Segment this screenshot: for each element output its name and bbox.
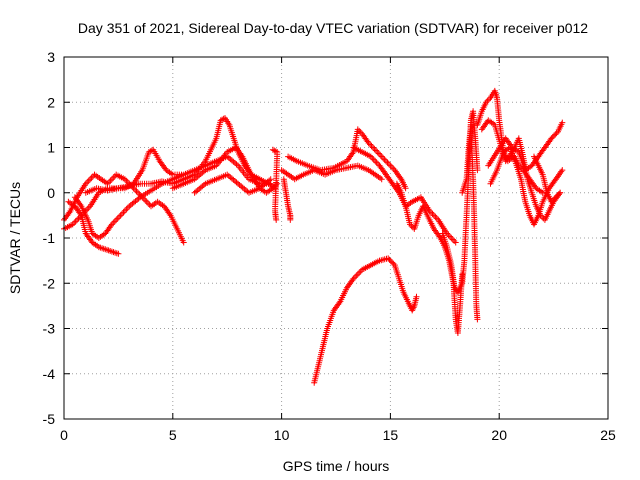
x-tick-label: 20 <box>491 427 507 443</box>
series-track-21 <box>531 153 564 205</box>
x-tick-label: 10 <box>274 427 290 443</box>
point-markers <box>459 121 481 323</box>
series-track-6 <box>169 144 281 196</box>
y-axis-label: SDTVAR / TECUs <box>7 182 23 294</box>
x-tick-label: 0 <box>60 427 68 443</box>
series-track-20 <box>487 144 566 228</box>
y-tick-label: 0 <box>47 185 55 201</box>
y-tick-label: -1 <box>43 230 56 246</box>
y-tick-label: 3 <box>47 49 55 65</box>
point-markers <box>269 146 281 223</box>
y-tick-label: -5 <box>43 411 56 427</box>
point-markers <box>169 144 281 196</box>
point-markers <box>311 255 420 386</box>
tick-labels: 0 5 10 15 20 25 -5 -4 -3 -2 -1 0 1 2 3 <box>43 49 616 443</box>
y-tick-label: 1 <box>47 140 55 156</box>
series-track-10 <box>280 176 294 223</box>
y-tick-label: 2 <box>47 94 55 110</box>
series-track-3 <box>65 198 122 257</box>
series-track-7 <box>191 171 274 196</box>
point-markers <box>191 171 274 196</box>
y-tick-label: -4 <box>43 366 56 382</box>
x-tick-label: 25 <box>600 427 616 443</box>
x-axis-label: GPS time / hours <box>283 458 390 474</box>
series-track-16 <box>459 121 481 323</box>
plot-frame <box>63 56 609 420</box>
x-tick-label: 5 <box>169 427 177 443</box>
series-track-9 <box>278 162 385 183</box>
y-tick-label: -3 <box>43 321 56 337</box>
chart-title: Day 351 of 2021, Sidereal Day-to-day VTE… <box>78 20 588 36</box>
x-tick-label: 15 <box>383 427 399 443</box>
y-tick-label: -2 <box>43 275 56 291</box>
series-track-13 <box>311 255 420 386</box>
data-points <box>61 87 566 386</box>
point-markers <box>531 153 564 205</box>
series-track-8 <box>269 146 281 223</box>
point-markers <box>65 198 122 257</box>
point-markers <box>278 162 385 183</box>
point-markers <box>487 144 566 228</box>
point-markers <box>280 176 294 223</box>
